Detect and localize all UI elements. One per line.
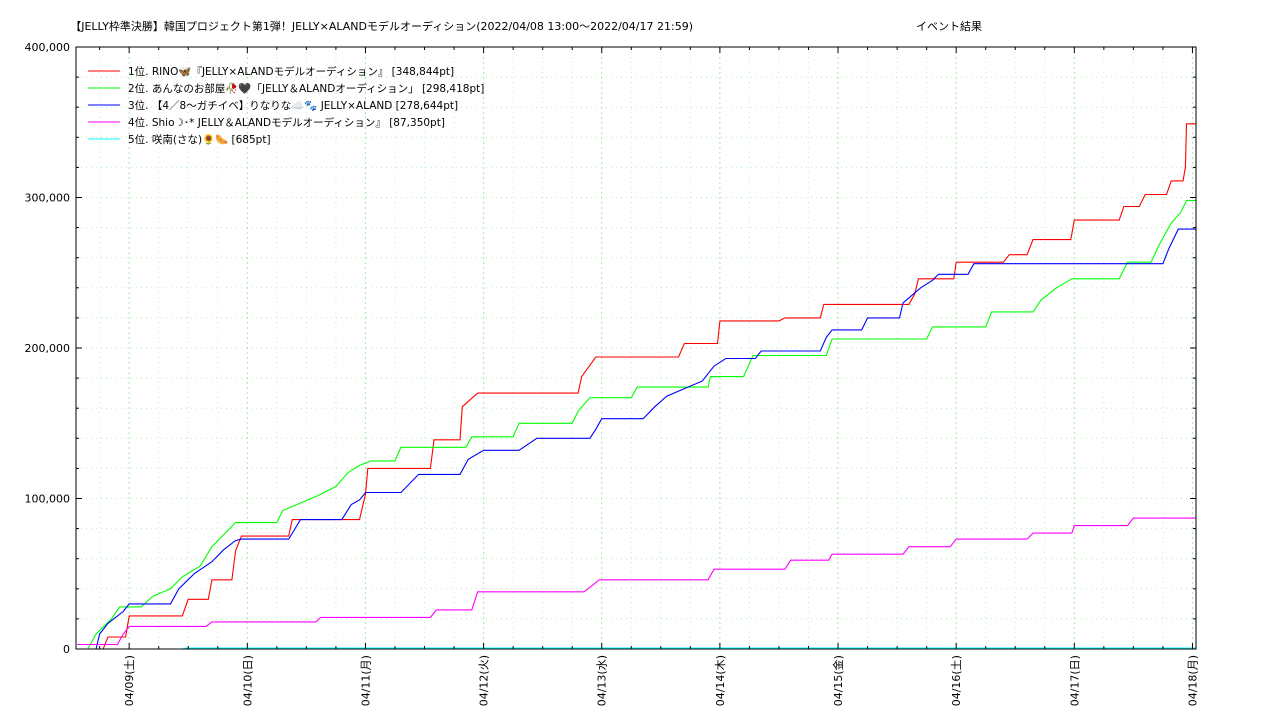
series-layer	[77, 123, 1196, 650]
y-tick-label: 0	[63, 643, 70, 656]
legend-label-3: 3位. 【4／8〜ガチイベ】りなりな☁️🐾 JELLY×ALAND [278,6…	[128, 99, 458, 112]
x-tick-label: 04/14(木)	[714, 655, 727, 706]
grid-layer	[76, 46, 1196, 649]
chart-subtitle: イベント結果	[916, 19, 982, 33]
chart-title: 【JELLY枠準決勝】韓国プロジェクト第1弾！JELLY×ALANDモデルオーデ…	[70, 19, 693, 33]
axis-layer: 0 100,000 200,000 300,000 400,000 04/09(土) 04/…	[25, 41, 1200, 706]
x-tick-label: 04/13(水)	[596, 655, 609, 706]
y-tick-label: 100,000	[25, 493, 71, 506]
x-tick-label: 04/10(日)	[241, 655, 254, 706]
y-tick-label: 200,000	[25, 342, 71, 355]
x-tick-label: 04/15(金)	[831, 655, 845, 706]
legend: 1位. RINO🦋『JELLY×ALANDモデルオーディション』 [348,84…	[88, 65, 484, 146]
x-tick-label: 04/16(土)	[950, 655, 963, 706]
legend-label-1: 1位. RINO🦋『JELLY×ALANDモデルオーディション』 [348,84…	[128, 65, 454, 78]
x-tick-label: 04/09(土)	[123, 655, 136, 706]
x-tick-label: 04/17(日)	[1068, 655, 1081, 706]
series-line-4	[77, 517, 1196, 646]
x-tick-label: 04/18(月)	[1186, 655, 1199, 706]
series-line-1	[77, 123, 1196, 650]
x-tick-label: 04/12(火)	[478, 655, 491, 706]
y-tick-label: 300,000	[25, 192, 71, 205]
series-line-2	[77, 199, 1196, 650]
legend-label-5: 5位. 咲南(さな)🌻🌭 [685pt]	[128, 133, 271, 146]
x-tick-label: 04/11(月)	[359, 655, 372, 706]
legend-label-2: 2位. あんなのお部屋🥀🖤「JELLY＆ALANDオーディション」 [298,4…	[128, 82, 484, 95]
y-tick-label: 400,000	[25, 41, 71, 54]
series-line-3	[77, 228, 1196, 650]
legend-label-4: 4位. Shio☽･* JELLY＆ALANDモデルオーディション』 [87,3…	[128, 116, 445, 129]
